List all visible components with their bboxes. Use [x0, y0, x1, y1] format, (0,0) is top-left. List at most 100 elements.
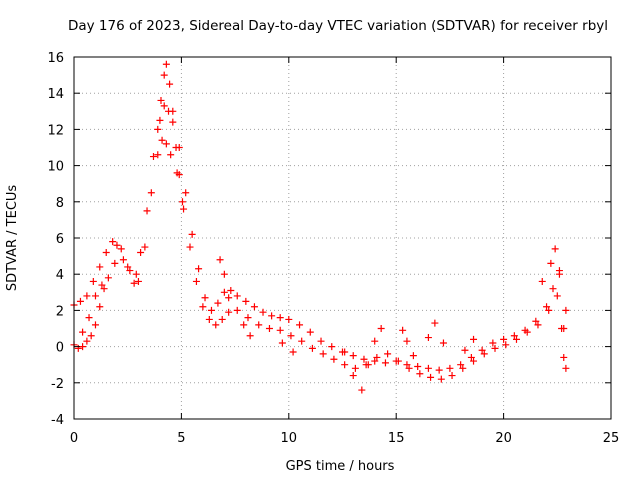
data-point	[157, 96, 165, 104]
x-tick-label: 25	[603, 431, 620, 446]
data-point	[500, 335, 508, 343]
data-point	[113, 241, 121, 249]
data-point	[431, 319, 439, 327]
data-point	[558, 325, 566, 332]
data-point	[149, 153, 157, 161]
data-point	[216, 256, 224, 264]
data-point	[409, 352, 417, 360]
chart-title: Day 176 of 2023, Sidereal Day-to-day VTE…	[68, 18, 608, 34]
y-tick-label: 10	[47, 160, 64, 175]
data-point	[91, 321, 99, 329]
data-point	[102, 248, 110, 256]
grid-lines	[74, 57, 611, 419]
data-point	[437, 375, 445, 383]
data-point	[244, 314, 252, 322]
data-point	[158, 136, 166, 144]
data-point	[96, 303, 104, 311]
data-point	[349, 372, 357, 380]
data-point	[175, 171, 183, 179]
data-point	[172, 144, 180, 151]
x-tick-label: 0	[70, 431, 78, 446]
data-point	[89, 277, 97, 285]
data-point	[160, 71, 168, 79]
data-point	[98, 281, 106, 289]
data-point	[403, 361, 411, 369]
data-point	[467, 353, 475, 361]
x-tick-label: 20	[495, 431, 512, 446]
data-point	[134, 277, 142, 285]
data-point	[435, 366, 443, 374]
data-point	[317, 337, 325, 345]
data-point	[214, 299, 222, 307]
data-point	[538, 277, 546, 285]
data-point	[562, 364, 570, 372]
data-point	[549, 285, 557, 293]
data-point	[205, 315, 213, 323]
data-point	[265, 325, 273, 332]
data-point	[96, 263, 104, 271]
data-point	[104, 274, 112, 282]
y-tick-label: -4	[51, 413, 64, 428]
data-point	[377, 325, 385, 332]
data-point	[169, 118, 177, 126]
data-point	[111, 259, 119, 267]
y-tick-label: -2	[51, 377, 64, 392]
y-tick-label: 6	[56, 232, 64, 247]
data-point	[341, 361, 349, 369]
x-tick-label: 10	[281, 431, 298, 446]
data-point	[543, 303, 551, 311]
x-axis-title: GPS time / hours	[286, 459, 395, 474]
data-point	[560, 353, 568, 361]
axis-ticks	[73, 56, 612, 420]
data-point	[287, 332, 295, 340]
x-tick-labels: 0 5 10 15 20 25	[70, 431, 619, 446]
data-point	[195, 265, 203, 273]
y-tick-label: 8	[56, 196, 64, 211]
y-axis-title: SDTVAR / TECUs	[5, 185, 20, 292]
data-point	[74, 344, 82, 352]
data-point	[306, 328, 314, 336]
y-tick-label: 16	[47, 51, 64, 66]
data-point	[117, 245, 125, 253]
data-point	[478, 346, 486, 354]
data-point	[439, 339, 447, 347]
data-markers	[70, 60, 570, 394]
data-point	[259, 308, 267, 316]
data-point	[328, 343, 336, 351]
data-point	[85, 314, 93, 322]
data-point	[220, 288, 228, 296]
data-point	[308, 344, 316, 352]
y-tick-label: 4	[56, 268, 64, 283]
y-tick-label: 2	[56, 304, 64, 319]
data-point	[349, 352, 357, 360]
data-point	[132, 270, 140, 278]
data-point	[416, 370, 424, 378]
data-point	[545, 306, 553, 314]
data-point	[166, 80, 174, 88]
data-point	[167, 151, 175, 159]
data-point	[91, 292, 99, 300]
data-point	[448, 372, 456, 380]
data-point	[83, 337, 91, 345]
data-point	[424, 364, 432, 372]
data-point	[373, 353, 381, 361]
data-point	[154, 125, 162, 133]
data-point	[319, 350, 327, 358]
data-point	[143, 207, 151, 215]
data-point	[162, 140, 170, 148]
data-point	[414, 363, 422, 371]
data-point	[424, 334, 432, 342]
y-tick-label: 14	[47, 87, 64, 102]
data-point	[154, 151, 162, 159]
data-point	[341, 348, 349, 356]
data-point	[182, 189, 190, 197]
data-point	[218, 315, 226, 323]
data-point	[510, 332, 518, 340]
data-point	[403, 337, 411, 345]
data-point	[532, 317, 540, 325]
data-point	[126, 267, 134, 275]
data-point	[186, 243, 194, 251]
data-point	[160, 102, 168, 110]
data-point	[268, 312, 276, 320]
data-point	[285, 315, 293, 323]
